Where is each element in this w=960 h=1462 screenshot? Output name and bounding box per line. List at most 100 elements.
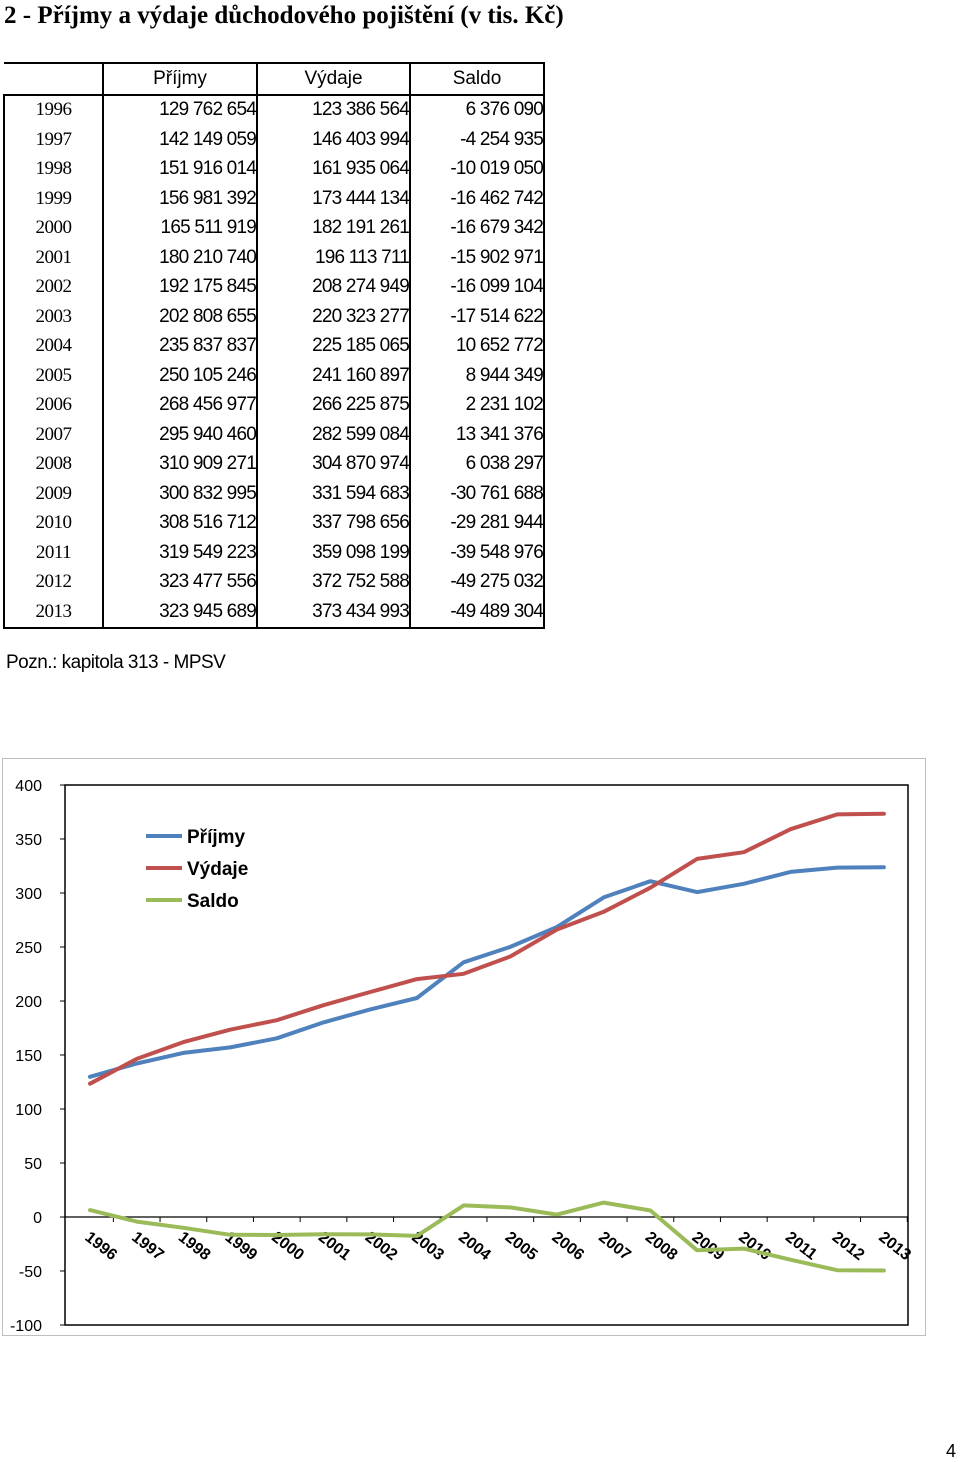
y-tick-label: 400 — [15, 778, 42, 795]
prijmy-cell: 295 940 460 — [102, 420, 257, 450]
year-cell: 2000 — [3, 213, 103, 243]
saldo-cell: -4 254 935 — [409, 125, 545, 155]
prijmy-cell: 268 456 977 — [102, 390, 257, 420]
prijmy-cell: 235 837 837 — [102, 331, 257, 361]
saldo-cell: -17 514 622 — [409, 302, 545, 332]
legend-label: Saldo — [187, 891, 239, 912]
saldo-cell: 13 341 376 — [409, 420, 545, 450]
vydaje-cell: 282 599 084 — [256, 420, 410, 450]
y-tick-label: 50 — [24, 1156, 42, 1173]
table-row: 2001 180 210 740 196 113 711 -15 902 971 — [3, 243, 545, 273]
legend-label: Výdaje — [187, 859, 248, 880]
y-tick-label: 250 — [15, 940, 42, 957]
vydaje-cell: 173 444 134 — [256, 184, 410, 214]
prijmy-cell: 151 916 014 — [102, 154, 257, 184]
saldo-cell: -15 902 971 — [409, 243, 545, 273]
prijmy-cell: 250 105 246 — [102, 361, 257, 391]
table-row: 2000 165 511 919 182 191 261 -16 679 342 — [3, 213, 545, 243]
table-row: 2004 235 837 837 225 185 065 10 652 772 — [3, 331, 545, 361]
y-tick-label: -50 — [19, 1264, 42, 1281]
year-cell: 2003 — [3, 302, 103, 332]
table-row: 1999 156 981 392 173 444 134 -16 462 742 — [3, 184, 545, 214]
table-row: 2006 268 456 977 266 225 875 2 231 102 — [3, 390, 545, 420]
vydaje-cell: 220 323 277 — [256, 302, 410, 332]
year-cell: 2004 — [3, 331, 103, 361]
year-cell: 2012 — [3, 567, 103, 597]
saldo-cell: -16 099 104 — [409, 272, 545, 302]
vydaje-cell: 146 403 994 — [256, 125, 410, 155]
vydaje-cell: 123 386 564 — [256, 94, 410, 125]
series-line-saldo — [88, 1200, 886, 1273]
y-tick-label: 300 — [15, 886, 42, 903]
table-row: 2002 192 175 845 208 274 949 -16 099 104 — [3, 272, 545, 302]
saldo-cell: 6 376 090 — [409, 94, 545, 125]
saldo-cell: -29 281 944 — [409, 508, 545, 538]
prijmy-cell: 180 210 740 — [102, 243, 257, 273]
year-cell: 2010 — [3, 508, 103, 538]
year-cell: 1996 — [3, 94, 103, 125]
year-cell: 1999 — [3, 184, 103, 214]
vydaje-cell: 372 752 588 — [256, 567, 410, 597]
x-tick-label: 2010 — [735, 1229, 774, 1264]
data-table: Příjmy Výdaje Saldo 1996 129 762 654 123 3… — [3, 62, 545, 629]
vydaje-cell: 196 113 711 — [256, 243, 410, 273]
prijmy-cell: 165 511 919 — [102, 213, 257, 243]
page-number: 4 — [945, 1441, 956, 1461]
table-row: 2013 323 945 689 373 434 993 -49 489 304 — [3, 597, 545, 629]
year-cell: 2008 — [3, 449, 103, 479]
saldo-cell: -16 679 342 — [409, 213, 545, 243]
y-tick-label: 100 — [15, 1102, 42, 1119]
saldo-cell: -49 275 032 — [409, 567, 545, 597]
x-tick-label: 2008 — [642, 1229, 681, 1264]
prijmy-cell: 323 477 556 — [102, 567, 257, 597]
saldo-cell: -16 462 742 — [409, 184, 545, 214]
saldo-cell: -39 548 976 — [409, 538, 545, 568]
x-tick-label: 2006 — [549, 1229, 588, 1264]
table-note: Pozn.: kapitola 313 - MPSV — [6, 652, 226, 673]
y-tick-label: 200 — [15, 994, 42, 1011]
prijmy-cell: 129 762 654 — [102, 94, 257, 125]
saldo-cell: 2 231 102 — [409, 390, 545, 420]
vydaje-cell: 373 434 993 — [256, 597, 410, 629]
table-header-row: Příjmy Výdaje Saldo — [4, 63, 545, 96]
series-line-výdaje — [88, 811, 886, 1086]
table-row: 2009 300 832 995 331 594 683 -30 761 688 — [3, 479, 545, 509]
vydaje-cell: 241 160 897 — [256, 361, 410, 391]
table-row: 2008 310 909 271 304 870 974 6 038 297 — [3, 449, 545, 479]
vydaje-cell: 266 225 875 — [256, 390, 410, 420]
vydaje-cell: 331 594 683 — [256, 479, 410, 509]
legend-label: Příjmy — [187, 827, 246, 848]
vydaje-cell: 225 185 065 — [256, 331, 410, 361]
table-row: 2005 250 105 246 241 160 897 8 944 349 — [3, 361, 545, 391]
page-title: 2 - Příjmy a výdaje důchodového pojištěn… — [4, 2, 564, 29]
vydaje-cell: 304 870 974 — [256, 449, 410, 479]
year-cell: 1997 — [3, 125, 103, 155]
y-tick-label: -100 — [10, 1318, 42, 1335]
table-row: 2003 202 808 655 220 323 277 -17 514 622 — [3, 302, 545, 332]
prijmy-cell: 192 175 845 — [102, 272, 257, 302]
vydaje-cell: 182 191 261 — [256, 213, 410, 243]
vydaje-cell: 337 798 656 — [256, 508, 410, 538]
year-cell: 2009 — [3, 479, 103, 509]
table-row: 2012 323 477 556 372 752 588 -49 275 032 — [3, 567, 545, 597]
prijmy-cell: 202 808 655 — [102, 302, 257, 332]
prijmy-cell: 308 516 712 — [102, 508, 257, 538]
x-tick-label: 2004 — [455, 1229, 494, 1264]
x-tick-label: 1998 — [175, 1229, 214, 1264]
series-line-příjmy — [88, 865, 886, 1079]
saldo-cell: 8 944 349 — [409, 361, 545, 391]
table-row: 2007 295 940 460 282 599 084 13 341 376 — [3, 420, 545, 450]
x-tick-label: 2012 — [829, 1229, 868, 1264]
saldo-cell: 6 038 297 — [409, 449, 545, 479]
year-cell: 2002 — [3, 272, 103, 302]
year-cell: 2006 — [3, 390, 103, 420]
prijmy-cell: 300 832 995 — [102, 479, 257, 509]
vydaje-cell: 161 935 064 — [256, 154, 410, 184]
saldo-cell: -30 761 688 — [409, 479, 545, 509]
vydaje-cell: 359 098 199 — [256, 538, 410, 568]
year-cell: 2001 — [3, 243, 103, 273]
header-prijmy: Příjmy — [102, 63, 257, 96]
prijmy-cell: 319 549 223 — [102, 538, 257, 568]
header-vydaje: Výdaje — [256, 63, 410, 96]
